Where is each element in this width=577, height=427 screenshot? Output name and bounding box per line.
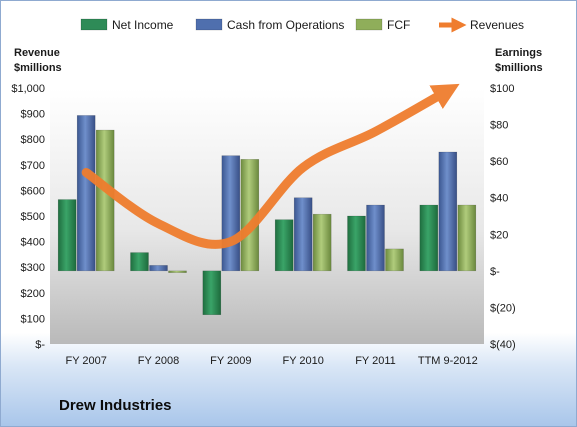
category-label: FY 2007 [65,355,106,367]
category-label: FY 2011 [355,355,396,367]
bar-net-income [130,252,149,272]
category-label: FY 2008 [138,355,179,367]
bar-cash-from-operations [438,151,458,272]
right-axis: $(40) $(20) $- $20 $40 $60 $80 $100 [490,83,516,351]
bar-net-income [419,204,439,272]
company-name: Drew Industries [59,397,172,414]
legend: Net Income Cash from Operations FCF Revenue… [80,17,524,33]
bar-cash-from-operations [293,197,313,272]
right-tick-label: $60 [490,156,508,168]
bar-fcf [385,248,404,272]
category-label: FY 2010 [282,355,323,367]
revenue-series-line [81,83,460,249]
left-tick-label: $100 [21,313,45,325]
right-tick-label: $(40) [490,339,516,351]
category-label: TTM 9-2012 [418,355,478,367]
left-tick-label: $500 [21,211,45,223]
legend-swatch [355,18,383,31]
bar-net-income [347,215,366,272]
right-tick-label: $100 [490,83,514,95]
left-tick-label: $700 [21,160,45,172]
bar-series [57,115,477,315]
bar-cash-from-operations [221,155,241,272]
plot-area [50,88,484,344]
bar-net-income [274,219,294,272]
legend-label: Cash from Operations [227,18,344,32]
left-tick-label: $200 [21,288,45,300]
right-tick-label: $40 [490,193,508,205]
left-tick-label: $400 [21,237,45,249]
bar-fcf [168,270,187,273]
bar-cash-from-operations [149,265,168,272]
left-axis: $- $100 $200 $300 $400 $500 $600 $700 $800 $900 $1… [11,83,45,351]
category-axis: FY 2007 FY 2008 FY 2009 FY 2010 FY 2011 TTM 9… [65,355,477,367]
bar-fcf [457,204,477,272]
legend-label: Revenues [470,18,524,32]
right-tick-label: $(20) [490,302,516,314]
legend-label: FCF [387,18,410,32]
revenue-line [81,83,460,249]
left-tick-label: $- [35,339,45,351]
right-axis-title-line1: Earnings [495,47,542,59]
left-tick-label: $900 [21,109,45,121]
category-label: FY 2009 [210,355,251,367]
right-tick-label: $- [490,266,500,278]
right-tick-label: $80 [490,120,508,132]
bar-net-income [202,270,222,315]
bar-cash-from-operations [366,204,385,272]
left-tick-label: $600 [21,185,45,197]
left-tick-label: $300 [21,262,45,274]
legend-label: Net Income [112,18,174,32]
legend-swatch [80,18,108,31]
bar-fcf [95,129,115,272]
left-axis-title-line2: $millions [14,62,62,74]
right-axis-title-line2: $millions [495,62,543,74]
legend-swatch [195,18,223,31]
left-tick-label: $1,000 [11,83,45,95]
bar-cash-from-operations [76,115,96,272]
right-tick-label: $20 [490,229,508,241]
left-axis-title-line1: Revenue [14,47,60,59]
bar-net-income [57,199,77,272]
left-tick-label: $800 [21,134,45,146]
bar-fcf [312,213,332,272]
